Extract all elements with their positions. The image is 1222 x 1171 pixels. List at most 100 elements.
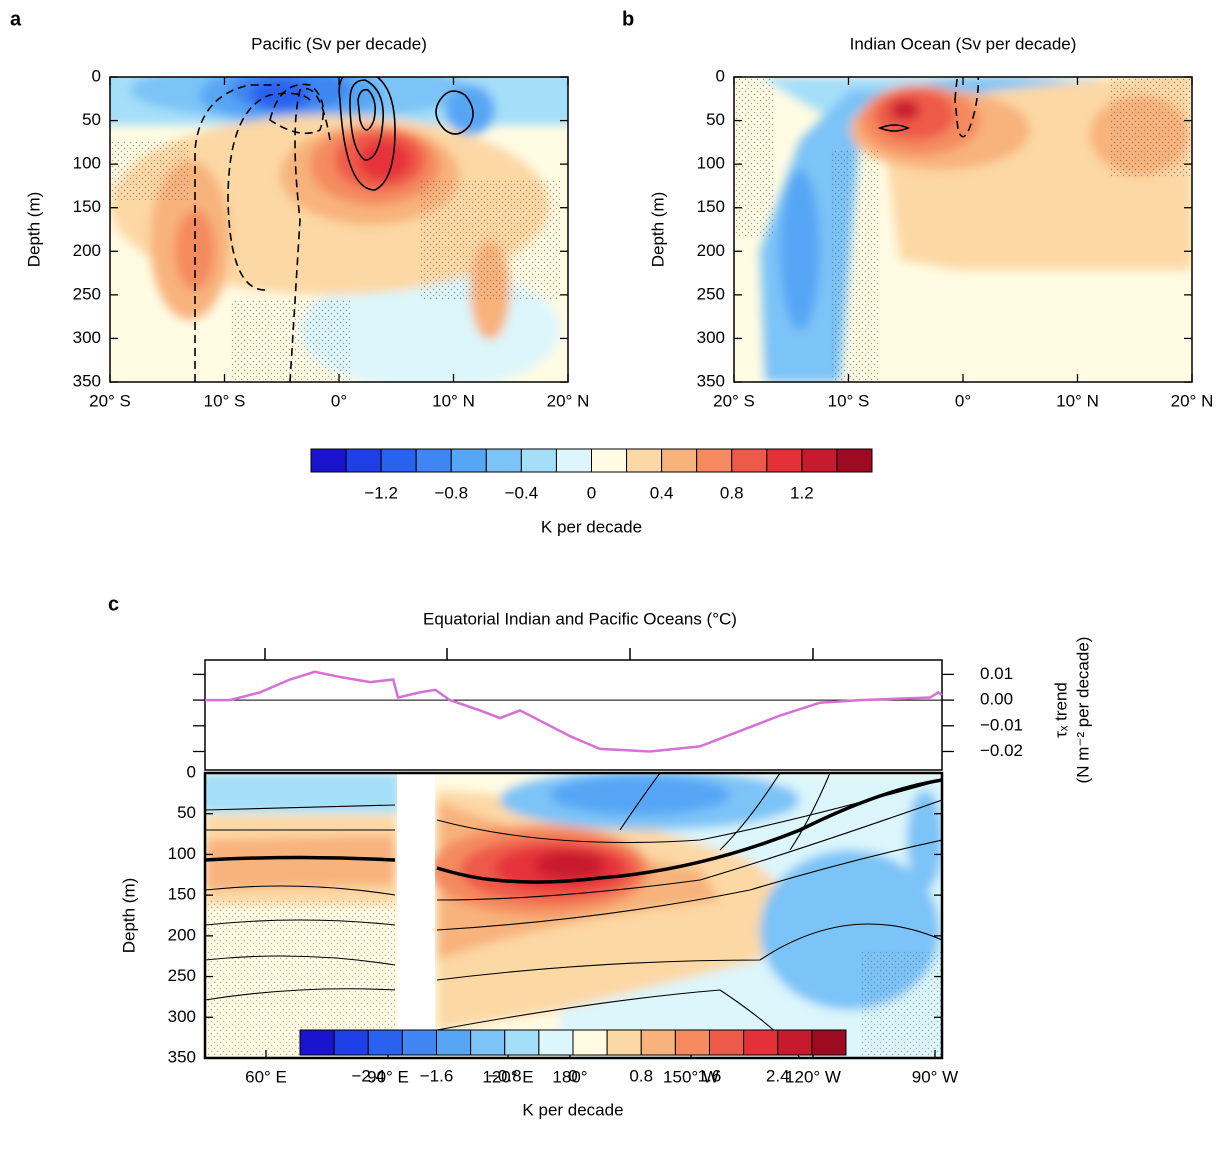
panel-title: Pacific (Sv per decade): [251, 34, 427, 53]
y-tick-label: 350: [697, 371, 725, 390]
y-axis-label: τₓ trend: [1051, 682, 1070, 738]
field-c: [205, 773, 942, 1058]
panel-title: Equatorial Indian and Pacific Oceans (°C…: [423, 609, 737, 628]
y-tick-label: 0: [716, 66, 725, 85]
colorbar-tick-label: 0.8: [629, 1066, 653, 1085]
y-tick-label: 50: [706, 110, 725, 129]
colorbar-tick-label: 1.2: [790, 483, 814, 502]
y-tick-label: 300: [73, 328, 101, 347]
y-tick-label: 100: [73, 154, 101, 173]
y-tick-label: 300: [168, 1007, 196, 1026]
y-tick-label: 150: [168, 885, 196, 904]
colorbar-swatch: [674, 1029, 710, 1056]
y-tick-label: 250: [697, 284, 725, 303]
colorbar-swatch: [743, 1029, 779, 1056]
x-tick-label: 10° N: [432, 391, 475, 410]
x-tick-label: 90° W: [912, 1067, 958, 1086]
colorbar-swatch: [640, 1029, 676, 1056]
colorbar-swatch: [591, 448, 628, 473]
colorbar-swatch: [401, 1029, 437, 1056]
colorbar-swatch: [801, 448, 838, 473]
colorbar-swatch: [696, 448, 733, 473]
y-tick-label: 350: [168, 1047, 196, 1066]
y-tick-label: 50: [82, 110, 101, 129]
colorbar-swatch: [555, 448, 592, 473]
x-tick-label: 10° S: [828, 391, 870, 410]
x-tick-label: 20° N: [547, 391, 590, 410]
x-tick-label: 20° S: [89, 391, 131, 410]
field-a: [110, 77, 568, 382]
y-tick-label: 250: [168, 966, 196, 985]
colorbar-swatch: [380, 448, 417, 473]
y-tick-label: 300: [697, 328, 725, 347]
colorbar-swatch: [450, 448, 487, 473]
x-tick-label: 0°: [331, 391, 347, 410]
colorbar-swatch: [731, 448, 768, 473]
colorbar-tick-label: 0.4: [650, 483, 674, 502]
y-tick-label: 350: [73, 371, 101, 390]
colorbar-tick-label: −0.8: [488, 1066, 522, 1085]
y-tick-label: 0: [187, 762, 196, 781]
colorbar-tick-label: −0.8: [434, 483, 468, 502]
colorbar-swatch: [299, 1029, 335, 1056]
y-axis-label: Depth (m): [24, 192, 43, 268]
tau-line: [205, 670, 943, 753]
plot-frame: [204, 659, 943, 771]
colorbar-tick-label: 1.6: [698, 1066, 722, 1085]
colorbar-tick-label: −2.4: [351, 1066, 385, 1085]
colorbar-swatch: [333, 1029, 369, 1056]
y-tick-label: −0.01: [980, 715, 1023, 734]
colorbar-swatch: [538, 1029, 574, 1056]
y-axis-label: (N m⁻² per decade): [1073, 637, 1092, 784]
colorbar-swatch: [367, 1029, 403, 1056]
x-tick-label: 0°: [955, 391, 971, 410]
x-tick-label: 120° W: [785, 1067, 841, 1086]
colorbar-tick-label: 0: [587, 483, 596, 502]
colorbar-swatch: [345, 448, 382, 473]
colorbar-swatch: [572, 1029, 608, 1056]
y-tick-label: 200: [168, 925, 196, 944]
panel-label: a: [10, 8, 22, 30]
x-tick-label: 60° E: [245, 1067, 287, 1086]
colorbar-swatch: [485, 448, 522, 473]
y-tick-label: −0.02: [980, 741, 1023, 760]
colorbar-swatch: [811, 1029, 847, 1056]
y-tick-label: 200: [73, 241, 101, 260]
colorbar-swatch: [661, 448, 698, 473]
colorbar-swatch: [709, 1029, 745, 1056]
colorbar-tick-label: 0: [568, 1066, 577, 1085]
x-tick-label: 20° N: [1171, 391, 1214, 410]
colorbar-label: K per decade: [522, 1100, 623, 1119]
colorbar-swatch: [606, 1029, 642, 1056]
colorbar-label: K per decade: [541, 517, 642, 536]
plot-frame: [203, 771, 944, 1060]
y-tick-label: 150: [697, 197, 725, 216]
colorbar-swatch: [504, 1029, 540, 1056]
y-tick-label: 0.01: [980, 664, 1013, 683]
colorbar-swatch: [520, 448, 557, 473]
panel-label: c: [108, 593, 119, 615]
y-tick-label: 0: [92, 66, 101, 85]
colorbar-tick-label: 0.8: [720, 483, 744, 502]
x-tick-label: 120° E: [482, 1067, 533, 1086]
y-tick-label: 200: [697, 241, 725, 260]
colorbar-swatch: [415, 448, 452, 473]
x-tick-label: 90° E: [367, 1067, 409, 1086]
colorbar-swatch: [766, 448, 803, 473]
y-axis-label: Depth (m): [119, 878, 138, 954]
y-tick-label: 0.00: [980, 690, 1013, 709]
y-axis-label: Depth (m): [648, 192, 667, 268]
y-tick-label: 150: [73, 197, 101, 216]
y-tick-label: 100: [697, 154, 725, 173]
panel-label: b: [622, 8, 634, 30]
colorbar-tick-label: −1.6: [420, 1066, 454, 1085]
y-tick-label: 100: [168, 844, 196, 863]
colorbar-tick-label: −1.2: [364, 483, 398, 502]
field-b: [734, 77, 1192, 382]
x-tick-label: 150° W: [663, 1067, 719, 1086]
x-tick-label: 10° S: [204, 391, 246, 410]
colorbar-swatch: [836, 448, 873, 473]
x-tick-label: 10° N: [1056, 391, 1099, 410]
y-tick-label: 50: [177, 803, 196, 822]
